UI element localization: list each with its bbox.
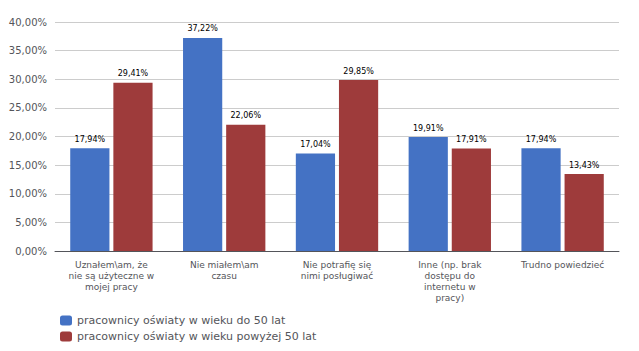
svg-text:pracownicy oświaty w wieku pow: pracownicy oświaty w wieku powyżej 50 la…: [77, 330, 317, 343]
svg-text:35,00%: 35,00%: [9, 45, 47, 56]
svg-text:25,00%: 25,00%: [9, 102, 47, 113]
svg-text:nie są użyteczne w: nie są użyteczne w: [69, 271, 155, 281]
svg-text:29,85%: 29,85%: [343, 67, 374, 76]
svg-text:internetu w: internetu w: [424, 282, 476, 292]
svg-text:Nie miałem\am: Nie miałem\am: [190, 260, 259, 270]
svg-text:Inne (np. brak: Inne (np. brak: [418, 260, 482, 270]
svg-text:17,04%: 17,04%: [300, 140, 331, 149]
svg-text:13,43%: 13,43%: [569, 161, 600, 170]
svg-text:pracownicy oświaty w wieku do: pracownicy oświaty w wieku do 50 lat: [77, 314, 286, 327]
svg-text:17,94%: 17,94%: [526, 135, 557, 144]
svg-text:pracy): pracy): [435, 293, 464, 303]
svg-text:29,41%: 29,41%: [118, 69, 149, 78]
svg-text:0,00%: 0,00%: [15, 246, 47, 257]
svg-text:17,91%: 17,91%: [456, 135, 487, 144]
svg-text:Trudno powiedzieć: Trudno powiedzieć: [520, 260, 604, 270]
svg-text:22,06%: 22,06%: [231, 111, 262, 120]
svg-text:Uznałem\am, że: Uznałem\am, że: [75, 260, 148, 270]
svg-text:nimi posługiwać: nimi posługiwać: [301, 271, 374, 281]
svg-text:10,00%: 10,00%: [9, 188, 47, 199]
svg-text:17,94%: 17,94%: [75, 135, 106, 144]
svg-text:15,00%: 15,00%: [9, 160, 47, 171]
svg-text:37,22%: 37,22%: [187, 24, 218, 33]
svg-text:Nie potrafię się: Nie potrafię się: [303, 260, 372, 270]
svg-text:dostępu do: dostępu do: [425, 271, 476, 281]
svg-text:czasu: czasu: [211, 271, 237, 281]
svg-text:30,00%: 30,00%: [9, 74, 47, 85]
svg-text:19,91%: 19,91%: [413, 124, 444, 133]
svg-text:40,00%: 40,00%: [9, 17, 47, 28]
svg-text:mojej pracy: mojej pracy: [85, 282, 139, 292]
svg-text:20,00%: 20,00%: [9, 131, 47, 142]
svg-text:5,00%: 5,00%: [15, 217, 47, 228]
